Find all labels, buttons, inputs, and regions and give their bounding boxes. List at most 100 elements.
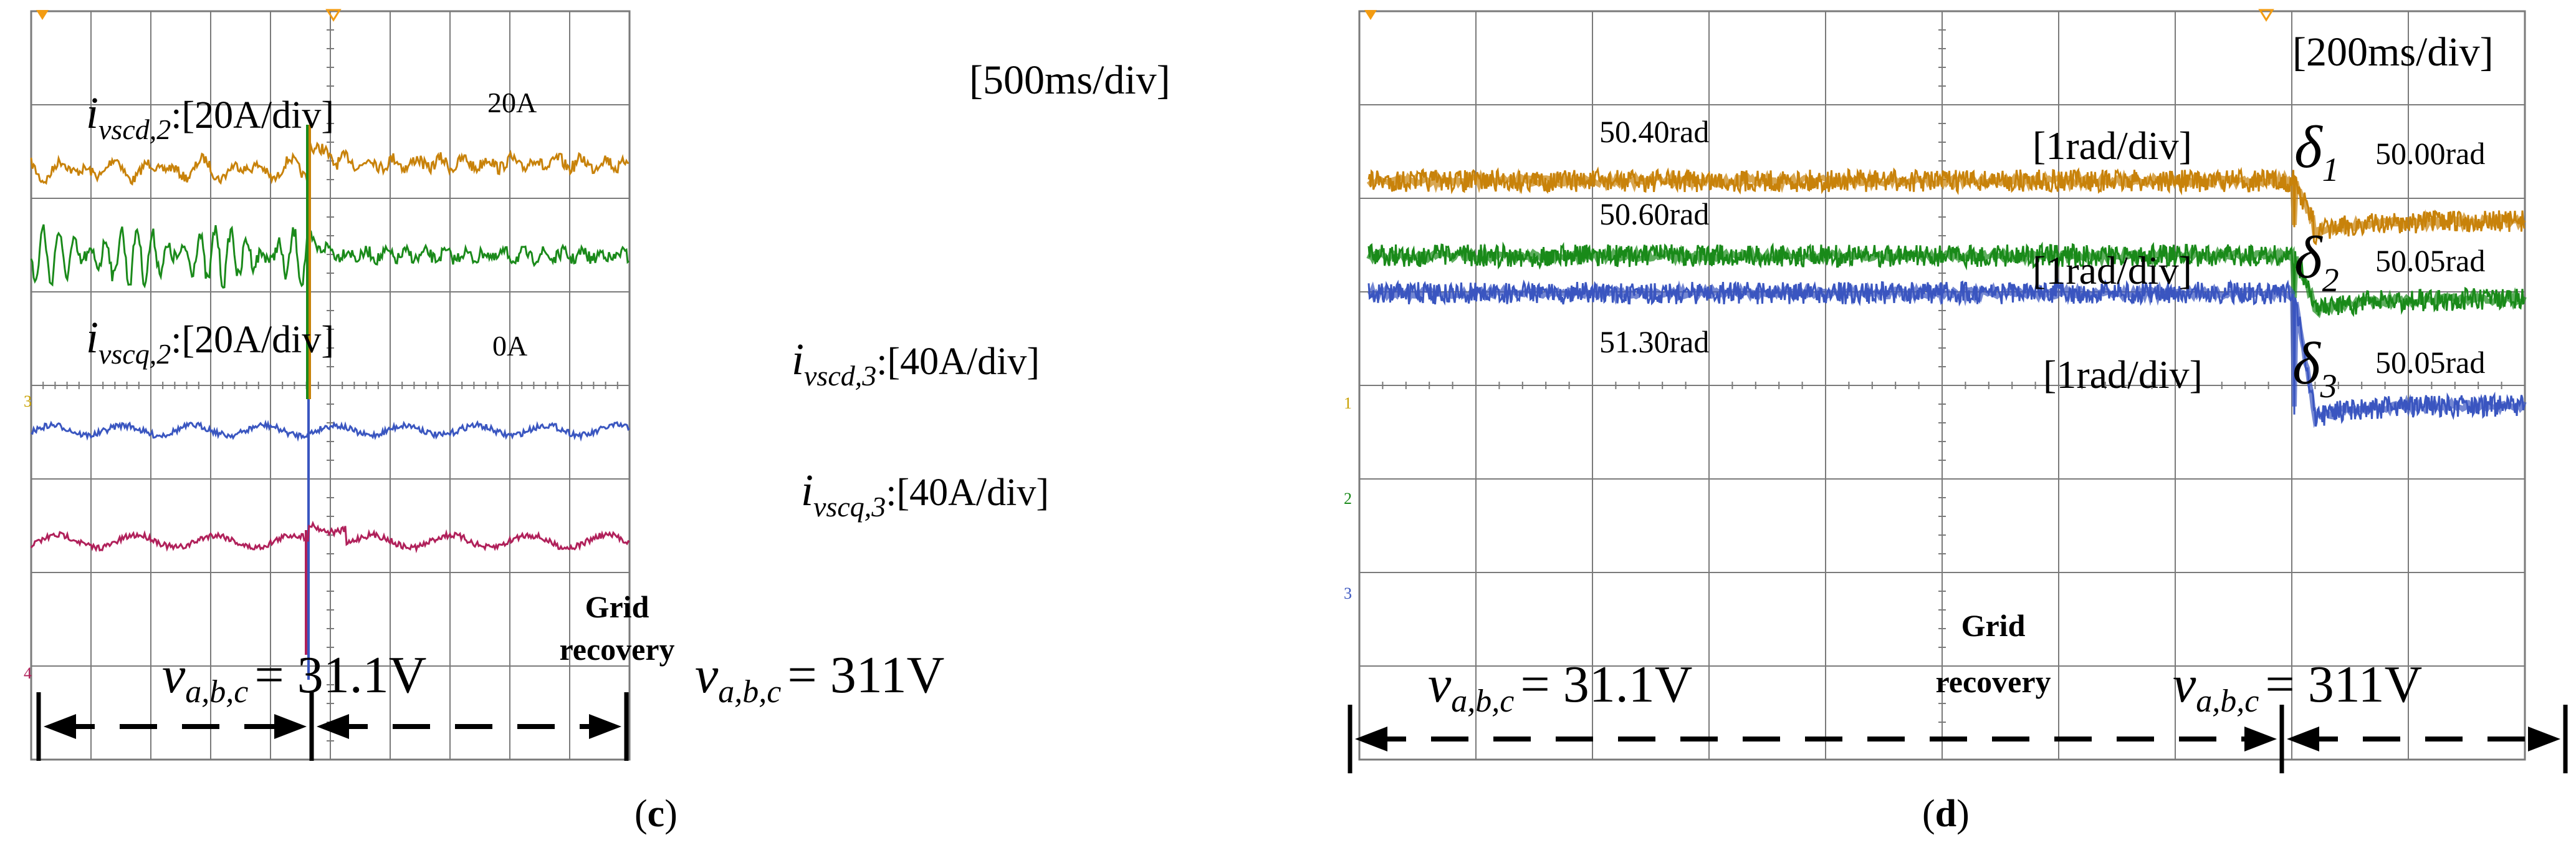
voltage-before-var: v [162, 646, 186, 704]
delta1-after-value: 50.00rad [2375, 136, 2485, 171]
voltage-before-value: = 31.1V [1520, 655, 1692, 713]
oscilloscope-d: 1 2 3 [200ms/div] 50.40rad 50.60rad 51.30r… [1288, 0, 2576, 855]
trace-vscd2-after [307, 141, 629, 176]
trace-label-vscd3-main: i [792, 334, 804, 384]
delta1-sub: 1 [2322, 151, 2339, 188]
voltage-after-value: = 311V [787, 646, 944, 704]
delta2-before-value: 50.60rad [1599, 196, 1709, 231]
grid-c [30, 9, 631, 761]
delta3-sub: 3 [2320, 367, 2337, 405]
arrow-head-right-icon [2244, 727, 2277, 751]
caption-d-open: ( [1922, 793, 1935, 835]
arrow-head-left-icon [2287, 727, 2319, 751]
grid-recovery-label-line1: Grid [1961, 608, 2026, 643]
trace-label-vscd2-sub: vscd,2 [98, 114, 171, 145]
trace-label-vscd2: ivscd,2:[20A/div] [86, 88, 334, 145]
channel-marker-2: 2 [1344, 490, 1352, 508]
arrow-head-right-icon [589, 714, 621, 739]
arrow-head-left-icon [1355, 727, 1387, 751]
caption-d: (d) [1922, 792, 1970, 836]
delta1-scale: [1rad/div] [2033, 123, 2192, 168]
delta3-scale: [1rad/div] [2043, 352, 2203, 397]
trace-label-vscq2-main: i [86, 312, 98, 362]
trace-label-vscq2: ivscq,2:[20A/div] [86, 312, 334, 370]
traces-c: 34 [24, 125, 630, 682]
trace-label-vscd3: ivscd,3:[40A/div] [792, 334, 1040, 392]
trace-label-vscd2-main: i [86, 88, 98, 138]
caption-d-letter: d [1935, 793, 1957, 835]
delta2-sub: 2 [2322, 261, 2339, 299]
grid-border [1358, 10, 2526, 761]
labels-c: [500ms/div] ivscd,2:[20A/div] 20A ivscq,… [86, 57, 1171, 710]
traces-d: 1 2 3 [1344, 166, 2527, 602]
timescale-label: [500ms/div] [969, 57, 1171, 103]
ref-label-0a: 0A [492, 330, 527, 362]
oscilloscope-c: 34 [500ms/div] ivscd,2:[20A/div] 20A ivs… [24, 9, 1171, 761]
delta2-symbol: δ2 [2294, 224, 2339, 299]
trace-vscq3 [30, 520, 630, 554]
voltage-arrows-d [1348, 705, 2568, 773]
trace-label-vscq3-sub: vscq,3 [813, 491, 886, 523]
trigger-position-icon [325, 9, 342, 22]
voltage-before-sub: a,b,c [185, 674, 248, 710]
delta3-symbol: δ3 [2292, 330, 2337, 405]
arrow-head-left-icon [44, 714, 76, 739]
arrow-head-left-icon [317, 714, 349, 739]
ref-label-20a: 20A [487, 87, 537, 118]
voltage-arrows-c [36, 692, 629, 761]
channel-marker-1: 1 [1344, 394, 1352, 412]
voltage-before-var: v [1428, 655, 1452, 713]
delta2-sym: δ [2294, 224, 2323, 291]
voltage-before-label: va,b,c = 31.1V [1428, 655, 1692, 719]
delta3-before-value: 51.30rad [1599, 324, 1709, 359]
arrow-head-right-icon [2528, 727, 2560, 751]
trigger-marker-icon [36, 10, 49, 20]
caption-c-letter: c [647, 793, 665, 835]
channel-marker-3: 3 [24, 392, 32, 410]
trace-delta2 [1367, 241, 2525, 317]
trigger-marker-icon [1364, 10, 1377, 20]
labels-d: [200ms/div] 50.40rad 50.60rad 51.30rad [… [1428, 29, 2494, 719]
trace-delta1 [1367, 166, 2526, 246]
trace-delta1-core [1366, 168, 2526, 239]
trace-vscd3 [31, 419, 630, 442]
trace-vscd2-before [30, 152, 309, 186]
trace-vscq2-after [307, 228, 630, 268]
voltage-after-sub: a,b,c [2196, 684, 2259, 719]
voltage-after-label: va,b,c = 311V [695, 646, 944, 710]
trace-label-vscq2-scale: :[20A/div] [171, 319, 334, 361]
trace-label-vscq3-main: i [801, 465, 813, 515]
timescale-label: [200ms/div] [2292, 29, 2494, 75]
voltage-before-value: = 31.1V [254, 646, 426, 704]
delta1-sym: δ [2294, 114, 2323, 180]
voltage-after-label: va,b,c = 311V [2173, 655, 2422, 719]
voltage-before-sub: a,b,c [1451, 684, 1514, 719]
delta1-symbol: δ1 [2294, 114, 2339, 188]
delta2-after-value: 50.05rad [2375, 243, 2485, 278]
channel-marker-4: 4 [24, 664, 32, 682]
grid-border [30, 10, 631, 761]
trace-delta3-core [1367, 280, 2527, 428]
trace-delta2-core [1366, 243, 2527, 319]
trigger-position-icon [2258, 9, 2274, 22]
trace-delta3 [1367, 279, 2526, 427]
caption-c: (c) [634, 792, 678, 836]
trace-label-vscd2-scale: :[20A/div] [171, 94, 334, 137]
trace-label-vscq2-sub: vscq,2 [98, 338, 171, 370]
voltage-after-value: = 311V [2265, 655, 2422, 713]
caption-c-close: ) [664, 793, 678, 835]
delta3-sym: δ [2292, 330, 2321, 397]
grid-recovery-label-line1: Grid [585, 589, 649, 624]
delta1-before-value: 50.40rad [1599, 114, 1709, 149]
trace-label-vscd3-scale: :[40A/div] [876, 341, 1040, 383]
trace-vscq2-before [30, 224, 309, 289]
voltage-after-var: v [695, 646, 719, 704]
grid-d [1358, 9, 2526, 761]
panel-d: 1 2 3 [200ms/div] 50.40rad 50.60rad 51.30r… [1288, 0, 2576, 855]
delta3-after-value: 50.05rad [2375, 345, 2485, 380]
trace-label-vscq3: ivscq,3:[40A/div] [801, 465, 1049, 523]
grid-recovery-label-line2: recovery [1935, 664, 2051, 699]
voltage-before-label: va,b,c = 31.1V [162, 646, 426, 710]
arrow-head-right-icon [274, 714, 307, 739]
